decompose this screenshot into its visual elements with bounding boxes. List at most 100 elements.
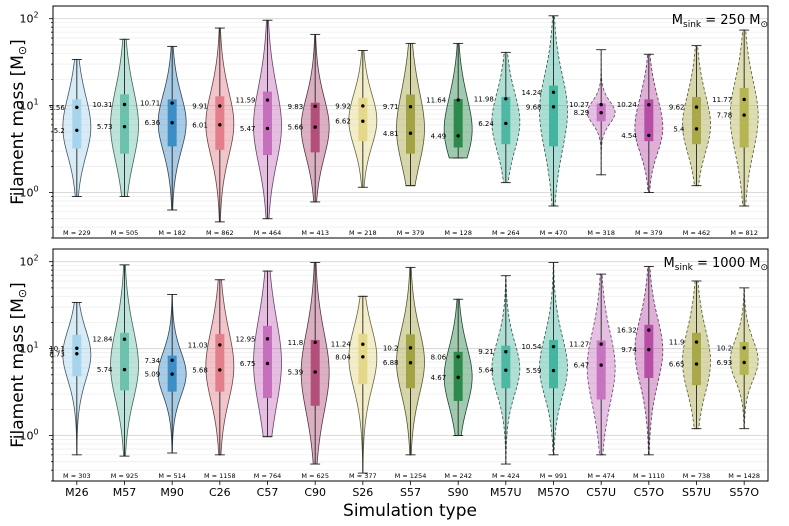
iqr-box-M57O	[549, 339, 558, 389]
median-dot-S26	[361, 119, 365, 123]
mean-dot-C57U	[599, 102, 603, 107]
x-tick-label-C57U: C57U	[586, 486, 616, 499]
panel-top-violins	[62, 15, 759, 223]
panel-bottom-y-ticks: 100 101 102	[19, 254, 53, 482]
median-dot-M57O	[551, 105, 556, 109]
panel-top-y-axis-label: Filament mass [M⊙]	[8, 39, 29, 205]
median-label-M90: 6.36	[145, 119, 161, 127]
count-label-C26: M ≈ 1158	[204, 472, 236, 480]
median-label-S57: 4.81	[383, 130, 399, 138]
iqr-box-C26	[215, 96, 225, 150]
count-label-S57U: M ≈ 738	[683, 472, 711, 480]
mean-dot-M57	[122, 337, 127, 341]
mean-label-M90: 10.71	[140, 100, 160, 108]
mean-label-S90: 11.64	[426, 96, 447, 104]
median-label-C57U: 8.29	[574, 109, 590, 117]
iqr-box-M26	[72, 334, 82, 377]
mean-dot-S90	[456, 98, 460, 102]
x-tick-label-M57U: M57U	[490, 486, 522, 499]
panel-bottom: 10.18.73 M ≈ 303 12.84 5.74 M ≈ 925 7.34 5.09 M…	[8, 248, 769, 482]
panel-top-y-ticks: 100 101 102	[19, 11, 53, 239]
mean-label-C57U: 10.27	[569, 101, 589, 109]
median-label-C57U: 6.47	[574, 362, 590, 370]
median-dot-M57O	[551, 368, 556, 373]
iqr-box-M57O	[549, 85, 558, 147]
x-tick-label-M57: M57	[113, 486, 137, 499]
panel-top-frame	[52, 5, 769, 239]
count-label-C90: M ≈ 625	[301, 472, 329, 480]
count-label-M26: M ≈ 229	[63, 229, 91, 237]
mean-dot-M57U	[504, 97, 508, 101]
mean-dot-C90	[313, 340, 317, 345]
iqr-box-S26	[358, 97, 368, 142]
x-tick-label-C57: C57	[257, 486, 279, 499]
mean-dot-C57U	[599, 342, 603, 346]
mean-label-C57: 12.95	[235, 335, 255, 343]
median-dot-M57U	[504, 368, 508, 372]
count-label-S26: M ≈ 218	[349, 229, 377, 237]
median-label-S57O: 6.93	[717, 359, 733, 367]
mean-dot-M57	[122, 102, 127, 107]
count-label-M90: M ≈ 514	[158, 472, 186, 480]
mean-label-M57U: 9.21	[478, 348, 494, 356]
mean-dot-M57U	[504, 350, 508, 354]
mean-label-S57U: 9.62	[669, 104, 685, 112]
mean-label-M57: 10.31	[92, 101, 112, 109]
mean-label-S57: 9.71	[383, 103, 399, 111]
median-dot-M57U	[504, 121, 508, 126]
x-tick-label-S57: S57	[400, 486, 421, 499]
iqr-box-S57	[406, 94, 415, 154]
mean-dot-C26	[218, 104, 222, 108]
mean-dot-M26	[75, 105, 79, 110]
count-label-S57: M ≈ 379	[397, 229, 425, 237]
count-label-M57U: M ≈ 424	[492, 472, 520, 480]
mean-dot-M90	[170, 101, 174, 105]
median-dot-S57	[408, 361, 413, 365]
y-tick-label: 102	[19, 254, 38, 269]
mean-label-M26: 9.56	[49, 104, 65, 112]
median-label-C57: 6.75	[240, 360, 256, 368]
iqr-box-S57O	[739, 342, 749, 375]
x-axis-label: Simulation type	[343, 501, 477, 521]
mean-dot-C57O	[647, 103, 651, 107]
mean-label-M57: 12.84	[92, 336, 113, 344]
mean-label-S57U: 11.9	[669, 339, 685, 347]
median-dot-C57U	[599, 111, 603, 115]
mean-label-C90: 11.8	[288, 339, 304, 347]
median-label-M57O: 9.68	[526, 103, 542, 111]
count-label-S26: M ≈ 377	[349, 472, 377, 480]
median-label-S26: 8.04	[335, 353, 351, 361]
median-label-S90: 4.49	[431, 132, 447, 140]
iqr-box-M57	[120, 94, 129, 154]
count-label-M90: M ≈ 182	[158, 229, 186, 237]
mean-label-M90: 7.34	[145, 357, 161, 365]
mean-dot-S26	[361, 104, 365, 108]
count-label-S90: M ≈ 128	[444, 229, 472, 237]
count-label-S57U: M ≈ 462	[683, 229, 711, 237]
median-dot-S57O	[742, 360, 746, 365]
iqr-box-S57U	[692, 332, 701, 386]
mean-label-S57O: 11.77	[712, 96, 732, 104]
x-tick-label-S26: S26	[352, 486, 373, 499]
median-label-C90: 5.39	[288, 368, 304, 376]
mean-label-C57O: 10.24	[617, 101, 638, 109]
mean-dot-S26	[361, 342, 365, 346]
panel-top-stat-labels: 9.56 5.2 M ≈ 229 10.31 5.73 M ≈ 505 10.71 6.36 M…	[49, 89, 758, 237]
median-label-M90: 5.09	[145, 371, 161, 379]
median-label-M57O: 5.59	[526, 367, 542, 375]
median-label-M57: 5.74	[97, 366, 113, 374]
median-label-S57U: 6.65	[669, 361, 685, 369]
median-label-C57: 5.47	[240, 125, 256, 133]
median-label-M26: 5.2	[54, 127, 65, 135]
count-label-M57: M ≈ 925	[111, 472, 139, 480]
iqr-box-C57O	[644, 99, 654, 142]
iqr-box-M57U	[501, 96, 511, 145]
median-label-M57U: 6.24	[478, 120, 494, 128]
median-label-C26: 5.68	[192, 366, 208, 374]
mean-label-C26: 11.03	[188, 341, 208, 349]
median-label-S57O: 7.78	[717, 112, 733, 120]
count-label-C57U: M ≈ 474	[587, 472, 615, 480]
mean-dot-M90	[170, 358, 174, 362]
